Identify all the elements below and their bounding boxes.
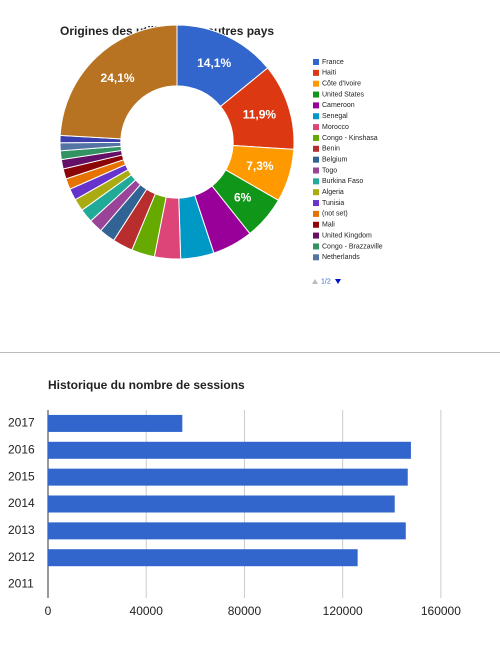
legend-next[interactable] — [335, 279, 341, 284]
y-tick-label: 2013 — [8, 523, 35, 537]
legend-swatch — [313, 113, 319, 120]
legend-label: Côte d'Ivoire — [322, 81, 361, 88]
legend-label: France — [322, 59, 344, 66]
legend-label: Cameroon — [322, 102, 355, 109]
legend-swatch — [313, 102, 319, 109]
legend-label: Belgium — [322, 156, 347, 163]
legend-swatch — [313, 243, 319, 250]
legend-label: Togo — [322, 167, 337, 174]
legend-swatch — [313, 200, 319, 207]
legend-label: Morocco — [322, 124, 349, 131]
legend-swatch — [313, 178, 319, 185]
legend-label: Senegal — [322, 113, 348, 120]
y-tick-label: 2016 — [8, 442, 35, 456]
bar-title: Historique du nombre de sessions — [48, 378, 245, 392]
legend-swatch — [313, 145, 319, 152]
legend-label: Algeria — [322, 189, 344, 196]
slice-label: 11,9% — [243, 108, 277, 122]
x-tick-label: 40000 — [130, 604, 164, 618]
legend-swatch — [313, 156, 319, 163]
legend-label: Mali — [322, 222, 335, 229]
bar — [48, 441, 411, 459]
legend-label: Tunisia — [322, 200, 344, 207]
legend-swatch — [313, 124, 319, 131]
legend-label: Congo - Kinshasa — [322, 135, 378, 142]
x-tick-label: 80000 — [228, 604, 262, 618]
pie-slice — [59, 24, 178, 140]
legend-swatch — [313, 59, 319, 65]
legend-label: United Kingdom — [322, 232, 372, 239]
legend-swatch — [313, 232, 319, 239]
bar — [48, 495, 395, 513]
bar — [48, 468, 408, 486]
legend-label: Netherlands — [322, 254, 360, 261]
legend-label: United States — [322, 91, 365, 98]
legend-prev — [312, 279, 318, 284]
slice-label: 24,1% — [101, 71, 135, 85]
x-tick-label: 120000 — [323, 604, 363, 618]
y-tick-label: 2014 — [8, 496, 35, 510]
y-tick-label: 2011 — [8, 577, 34, 591]
x-tick-label: 0 — [45, 604, 52, 618]
legend-swatch — [313, 254, 319, 261]
legend-swatch — [313, 189, 319, 196]
y-tick-label: 2017 — [8, 416, 35, 430]
legend-page: 1/2 — [321, 278, 331, 285]
y-tick-label: 2015 — [8, 469, 35, 483]
bar — [48, 522, 406, 540]
legend-label: Benin — [322, 146, 340, 153]
bar — [48, 549, 358, 567]
bar — [48, 414, 183, 432]
legend-swatch — [313, 167, 319, 174]
legend-label: Burkina Faso — [322, 178, 363, 185]
legend-swatch — [313, 69, 319, 76]
legend-label: Haiti — [322, 70, 336, 77]
legend-swatch — [313, 80, 319, 87]
slice-label: 14,1% — [197, 56, 231, 70]
slice-label: 7,3% — [246, 159, 274, 173]
slice-label: 6% — [234, 191, 252, 205]
legend-swatch — [313, 134, 319, 141]
legend-label: Congo - Brazzaville — [322, 243, 383, 250]
y-tick-label: 2012 — [8, 550, 35, 564]
legend-label: (not set) — [322, 211, 348, 218]
legend-swatch — [313, 91, 319, 98]
legend-swatch — [313, 210, 319, 217]
legend-swatch — [313, 221, 319, 228]
x-tick-label: 160000 — [421, 604, 461, 618]
